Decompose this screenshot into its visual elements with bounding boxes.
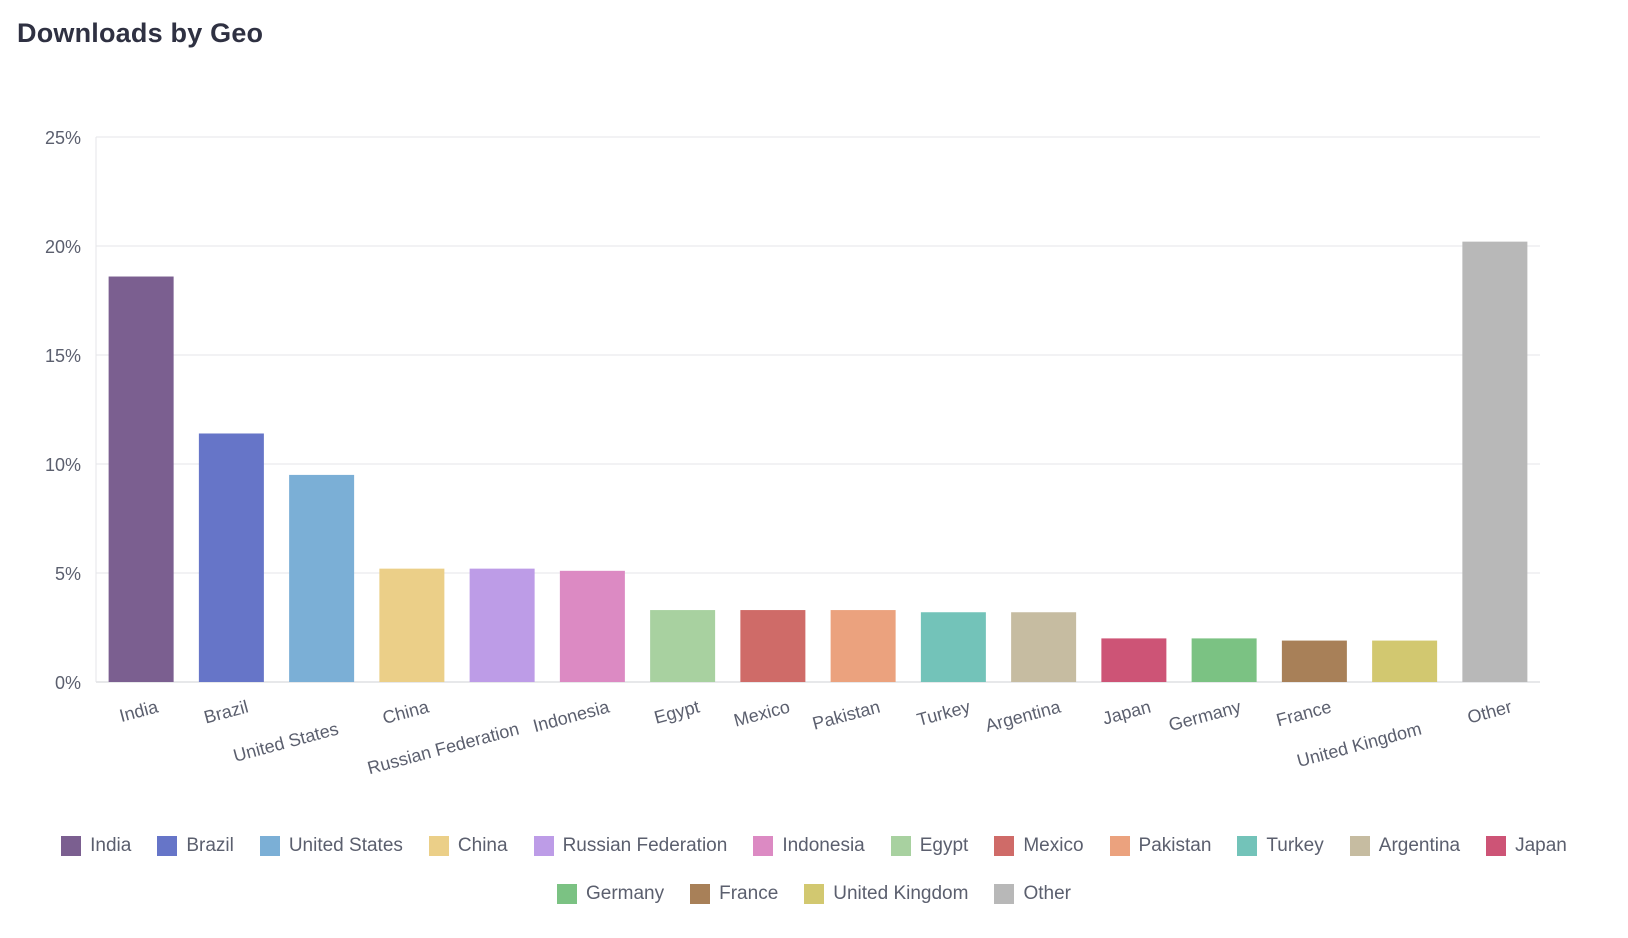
legend-label: Pakistan <box>1138 835 1212 856</box>
y-tick-label: 10% <box>45 455 81 475</box>
x-tick-label: Indonesia <box>531 696 613 736</box>
legend-item[interactable]: Indonesia <box>753 835 865 857</box>
legend-label: Japan <box>1515 835 1567 856</box>
legend-item[interactable]: China <box>428 835 508 857</box>
bar-united-states <box>289 474 355 682</box>
bar-argentina <box>1011 612 1077 682</box>
legend-swatch <box>1109 836 1130 856</box>
legend-swatch <box>994 836 1015 856</box>
legend-item[interactable]: United States <box>259 835 403 857</box>
bars <box>108 241 1528 682</box>
legend-label: Turkey <box>1266 835 1324 856</box>
bar-pakistan <box>830 610 896 682</box>
legend-label: Brazil <box>186 835 234 856</box>
legend-swatch <box>890 836 911 856</box>
x-tick-label: Pakistan <box>810 697 882 734</box>
legend-label: Mexico <box>1023 835 1084 856</box>
bar-other <box>1462 241 1528 682</box>
bar-brazil <box>198 433 264 682</box>
legend-swatch <box>804 884 825 904</box>
bar-indonesia <box>559 570 625 682</box>
x-tick-label: Japan <box>1100 697 1153 729</box>
bar-russian-federation <box>469 568 535 682</box>
legend-label: India <box>90 835 132 856</box>
x-tick-label: India <box>117 696 161 726</box>
legend-swatch <box>428 836 449 856</box>
legend-item[interactable]: Mexico <box>994 835 1084 857</box>
legend-item[interactable]: Other <box>994 883 1071 905</box>
legend-swatch <box>753 836 774 856</box>
legend-item[interactable]: Pakistan <box>1109 835 1212 857</box>
bar-germany <box>1191 638 1257 682</box>
x-tick-label: Turkey <box>915 697 973 730</box>
legend-item[interactable]: Egypt <box>890 835 969 857</box>
x-tick-label: China <box>380 696 432 728</box>
legend-item[interactable]: Germany <box>556 883 665 905</box>
legend-swatch <box>690 884 711 904</box>
x-tick-label: Brazil <box>202 697 251 728</box>
y-tick-label: 15% <box>45 346 81 366</box>
legend-swatch <box>61 836 82 856</box>
legend-item[interactable]: Argentina <box>1349 835 1461 857</box>
legend-item[interactable]: Turkey <box>1237 835 1324 857</box>
bar-united-kingdom <box>1372 640 1438 682</box>
legend-label: France <box>719 883 779 904</box>
legend-swatch <box>533 836 554 856</box>
legend-swatch <box>1237 836 1258 856</box>
legend-label: Germany <box>585 883 665 904</box>
legend-label: Argentina <box>1378 835 1461 856</box>
legend-swatch <box>556 884 577 904</box>
bar-japan <box>1101 638 1167 682</box>
legend-label: Indonesia <box>782 835 865 856</box>
x-tick-label: France <box>1274 697 1333 731</box>
bar-egypt <box>650 610 716 682</box>
legend-item[interactable]: Russian Federation <box>533 835 728 857</box>
legend-swatch <box>994 884 1015 904</box>
legend-swatch <box>1349 836 1370 856</box>
legend-item[interactable]: United Kingdom <box>804 883 968 905</box>
legend-row: Germany France United Kingdom Other <box>0 870 1628 918</box>
legend-label: United States <box>288 835 403 856</box>
legend-item[interactable]: France <box>690 883 778 905</box>
legend-item[interactable]: Japan <box>1486 835 1567 857</box>
x-tick-label: United Kingdom <box>1295 719 1424 771</box>
y-tick-label: 25% <box>45 128 81 148</box>
x-tick-label: Other <box>1465 697 1514 728</box>
legend-item[interactable]: India <box>61 835 131 857</box>
legend: India Brazil United States China Russian Fed… <box>0 822 1628 918</box>
y-axis: 0% 5% 10% 15% 20% 25% <box>45 128 97 693</box>
y-tick-label: 20% <box>45 237 81 257</box>
x-tick-label: Germany <box>1166 697 1243 735</box>
chart-title: Downloads by Geo <box>17 18 264 48</box>
bar-turkey <box>920 612 986 682</box>
y-tick-label: 5% <box>55 564 81 584</box>
x-tick-label: Egypt <box>652 697 702 728</box>
legend-label: United Kingdom <box>833 883 969 904</box>
legend-row: India Brazil United States China Russian Fed… <box>0 822 1628 870</box>
bar-india <box>108 276 174 682</box>
x-tick-label: United States <box>231 719 341 766</box>
legend-swatch <box>157 836 178 856</box>
legend-swatch <box>1486 836 1507 856</box>
x-tick-label: Russian Federation <box>365 719 521 779</box>
y-tick-label: 0% <box>55 673 81 693</box>
bar-france <box>1281 640 1347 682</box>
legend-label: China <box>457 835 508 856</box>
legend-label: Egypt <box>919 835 969 856</box>
legend-label: Russian Federation <box>562 835 728 856</box>
legend-label: Other <box>1023 883 1071 904</box>
x-tick-label: Argentina <box>983 696 1064 736</box>
bar-mexico <box>740 610 806 682</box>
bar-china <box>379 568 445 682</box>
legend-swatch <box>259 836 280 856</box>
legend-item[interactable]: Brazil <box>157 835 234 857</box>
x-tick-label: Mexico <box>732 697 792 731</box>
